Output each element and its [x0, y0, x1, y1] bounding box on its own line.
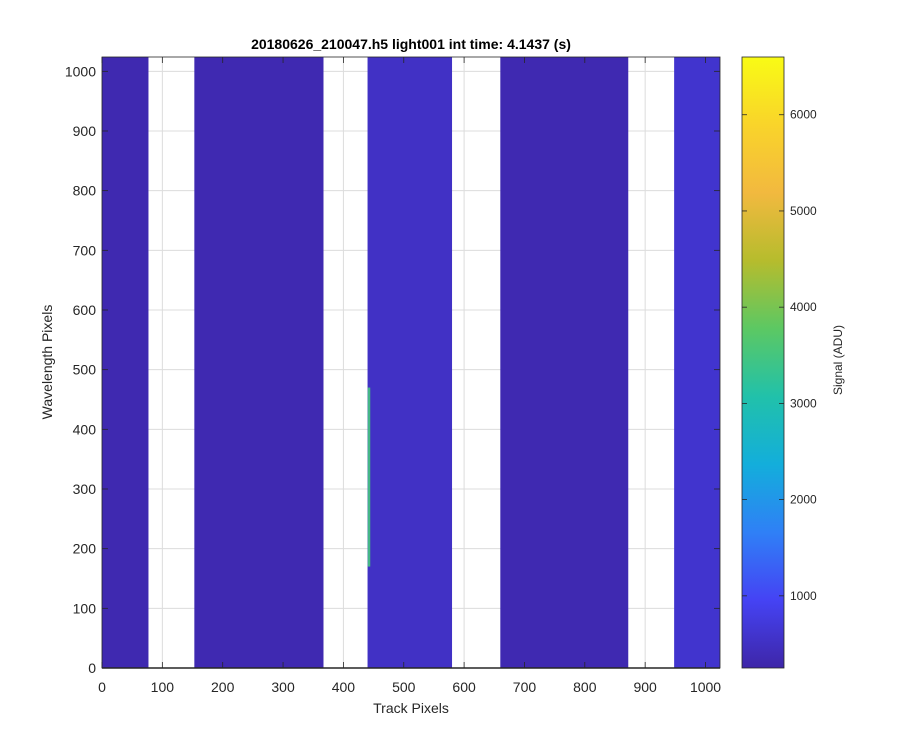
chart-title: 20180626_210047.h5 light001 int time: 4.… [251, 36, 571, 52]
x-tick-label: 100 [151, 679, 175, 695]
colorbar-tick-label: 1000 [790, 589, 817, 603]
y-axis-label: Wavelength Pixels [39, 305, 55, 420]
x-axis-ticks: 0 100 200 300 400 500 600 700 800 900 1000 [98, 57, 721, 695]
y-tick-label: 1000 [65, 63, 96, 79]
y-tick-label: 600 [73, 302, 97, 318]
signal-track [674, 57, 720, 668]
colorbar-label: Signal (ADU) [831, 325, 845, 395]
x-tick-label: 1000 [690, 679, 721, 695]
signal-track [194, 57, 324, 668]
y-tick-label: 700 [73, 242, 97, 258]
y-tick-label: 0 [88, 660, 96, 676]
colorbar-tick-label: 3000 [790, 396, 817, 410]
y-tick-label: 100 [73, 600, 97, 616]
colorbar-tick-label: 2000 [790, 493, 817, 507]
y-tick-label: 800 [73, 183, 97, 199]
x-tick-label: 0 [98, 679, 106, 695]
signal-hotspot [367, 387, 371, 567]
signal-track [102, 57, 149, 668]
colorbar-tick-label: 6000 [790, 108, 817, 122]
colorbar-ticks: 1000 2000 3000 4000 5000 6000 [742, 108, 817, 603]
x-axis-label: Track Pixels [373, 700, 449, 716]
hotspot-mark [367, 387, 371, 567]
x-tick-label: 600 [452, 679, 476, 695]
y-tick-label: 300 [73, 481, 97, 497]
y-tick-label: 200 [73, 541, 97, 557]
colorbar-tick-label: 4000 [790, 300, 817, 314]
colorbar-gradient [741, 56, 785, 669]
y-axis-ticks: 0 100 200 300 400 500 600 700 800 900 1000 [65, 63, 720, 676]
y-tick-label: 500 [73, 362, 97, 378]
signal-track [367, 57, 453, 668]
y-tick-label: 400 [73, 421, 97, 437]
x-tick-label: 500 [392, 679, 416, 695]
colorbar: 1000 2000 3000 4000 5000 6000 [741, 56, 817, 669]
colorbar-tick-label: 5000 [790, 204, 817, 218]
x-tick-label: 400 [332, 679, 356, 695]
x-tick-label: 700 [513, 679, 537, 695]
signal-track [500, 57, 629, 668]
x-tick-label: 900 [633, 679, 657, 695]
y-tick-label: 900 [73, 123, 97, 139]
x-tick-label: 800 [573, 679, 597, 695]
plot-area: 0 100 200 300 400 500 600 700 800 900 1000 0 100 200… [65, 56, 721, 695]
x-tick-label: 200 [211, 679, 235, 695]
x-tick-label: 300 [271, 679, 295, 695]
signal-tracks [102, 57, 720, 668]
